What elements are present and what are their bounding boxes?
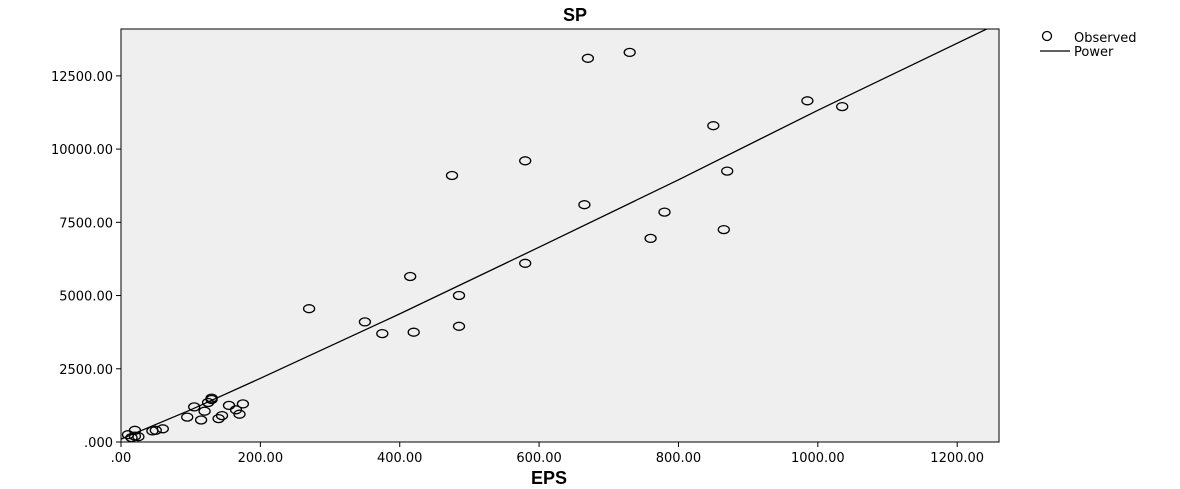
scatter-point: [658, 207, 671, 217]
scatter-point: [156, 424, 169, 434]
x-tick-label: 1200.00: [930, 451, 984, 466]
scatter-point: [149, 425, 162, 435]
scatter-point: [721, 166, 734, 176]
x-tick-label: 200.00: [238, 451, 284, 466]
scatter-point: [445, 170, 459, 181]
y-tick-label: 7500.00: [59, 216, 113, 231]
x-tick-label: 400.00: [377, 451, 423, 466]
scatter-point: [801, 96, 814, 106]
scatter-point: [128, 425, 142, 435]
scatter-point: [452, 290, 466, 301]
scatter-point: [212, 413, 225, 424]
scatter-point: [181, 412, 194, 422]
axis-ticks: .00 200.00 400.00 600.00 800.00 1000.00 1200.0…: [51, 70, 984, 466]
scatter-point: [452, 321, 466, 331]
scatter-point: [205, 394, 218, 405]
scatter-point: [132, 432, 145, 442]
x-tick-label: 800.00: [656, 451, 702, 466]
scatter-point: [302, 304, 316, 314]
y-tick-label: .000: [84, 436, 113, 451]
y-tick-label: 10000.00: [51, 143, 113, 158]
scatter-point: [717, 224, 730, 235]
scatter-point: [236, 399, 250, 409]
scatter-point: [519, 156, 532, 166]
scatter-point: [836, 101, 849, 112]
legend: Observed Power: [1040, 30, 1137, 60]
x-tick-label: 600.00: [516, 451, 562, 466]
scatter-point: [578, 200, 591, 210]
scatter-point: [707, 121, 720, 131]
scatter-point: [407, 327, 420, 337]
y-tick-label: 5000.00: [59, 290, 113, 305]
legend-observed-marker: [1041, 30, 1053, 42]
x-tick-label: 1000.00: [791, 451, 845, 466]
legend-observed-label: Observed: [1074, 31, 1137, 46]
scatter-point: [233, 409, 246, 419]
scatter-point: [215, 410, 229, 421]
scatter-point: [358, 317, 372, 327]
chart-marks: [121, 29, 989, 443]
x-tick-label: .00: [111, 451, 132, 466]
scatter-point: [581, 53, 595, 63]
plot-area: [120, 28, 1000, 443]
scatter-point: [404, 271, 417, 282]
x-axis-title: EPS: [531, 468, 567, 488]
scatter-point: [623, 47, 636, 58]
scatter-point: [194, 415, 208, 425]
fit-line-power: [121, 29, 989, 440]
chart-title: SP: [563, 5, 587, 25]
scatter-point: [519, 258, 532, 268]
legend-power-label: Power: [1074, 45, 1114, 60]
scatter-point: [644, 233, 657, 244]
scatter-point: [188, 402, 201, 412]
scatter-point: [376, 328, 389, 339]
y-tick-label: 12500.00: [51, 70, 113, 85]
scatter-point: [198, 406, 211, 416]
y-tick-label: 2500.00: [59, 363, 113, 378]
